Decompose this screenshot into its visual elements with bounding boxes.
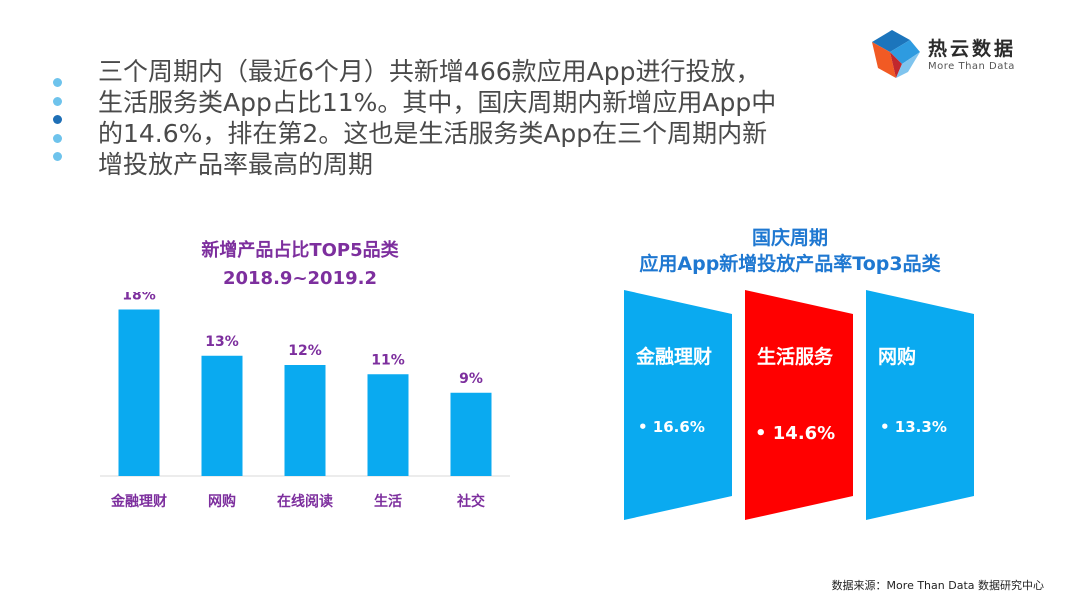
bullet-dot [53,96,62,106]
bar-value-label: 18% [122,292,156,304]
headline-line: 三个周期内（最近6个月）共新增466款应用App进行投放， [98,57,761,86]
logo-name: 热云数据 [928,38,1017,60]
bar-chart-title: 新增产品占比TOP5品类 [201,240,399,261]
category-label: 金融理财 [110,493,167,510]
category-label: 网购 [208,493,236,510]
bar-chart-subtitle: 2018.9~2019.2 [222,268,377,289]
category-panel [624,290,732,520]
bar-value-label: 11% [371,352,405,368]
panel-category-label: 金融理财 [635,345,712,368]
logo: 热云数据 More Than Data [866,28,1036,88]
bar [367,374,409,476]
bar [201,355,243,476]
bar-chart: 18% 金融理财 13% 网购 12% 在线阅读 11% 生活 9% 社交 [100,292,510,510]
bar-value-label: 12% [288,343,322,359]
category-panel [745,290,853,520]
panel-category-label: 网购 [878,345,916,368]
headline-line: 增投放产品率最高的周期 [98,150,374,179]
category-label: 在线阅读 [277,493,333,510]
panel-value-label: • 14.6% [755,423,835,444]
category-label: 生活 [374,493,402,510]
panel-category-label: 生活服务 [757,345,834,368]
category-panel [866,290,974,520]
bullet-dot [53,78,62,87]
category-label: 社交 [456,493,485,510]
top3-panels: 金融理财 • 16.6% 生活服务 • 14.6% 网购 • 13.3% [624,290,974,520]
headline: 三个周期内（最近6个月）共新增466款应用App进行投放， 生活服务类App占比… [98,56,818,180]
headline-line: 的14.6%，排在第2。这也是生活服务类App在三个周期内新 [98,119,768,148]
source-note: 数据来源：More Than Data 数据研究中心 [831,579,1044,592]
bullet-dot [53,152,62,161]
bullet-dot-active [53,115,62,124]
bar [450,392,492,476]
panel-value-label: • 13.3% [880,418,947,436]
bullet-dots [53,78,65,171]
logo-icon [872,30,920,78]
right-chart-title: 国庆周期 [751,227,828,249]
bar [284,365,326,476]
bullet-dot [53,133,62,143]
right-chart-subtitle: 应用App新增投放产品率Top3品类 [639,253,941,275]
panel-value-label: • 16.6% [638,418,705,436]
headline-line: 生活服务类App占比11%。其中，国庆周期内新增应用App中 [98,88,777,117]
bar-value-label: 13% [205,334,239,350]
bar [118,309,160,476]
bar-value-label: 9% [459,371,483,387]
logo-tagline: More Than Data [928,61,1015,72]
